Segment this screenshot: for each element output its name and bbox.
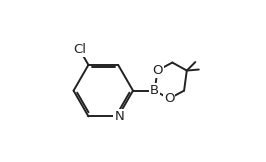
Text: O: O <box>152 64 163 77</box>
Text: B: B <box>150 84 159 97</box>
Text: Cl: Cl <box>73 43 86 56</box>
Text: O: O <box>164 92 174 105</box>
Text: N: N <box>115 110 124 123</box>
